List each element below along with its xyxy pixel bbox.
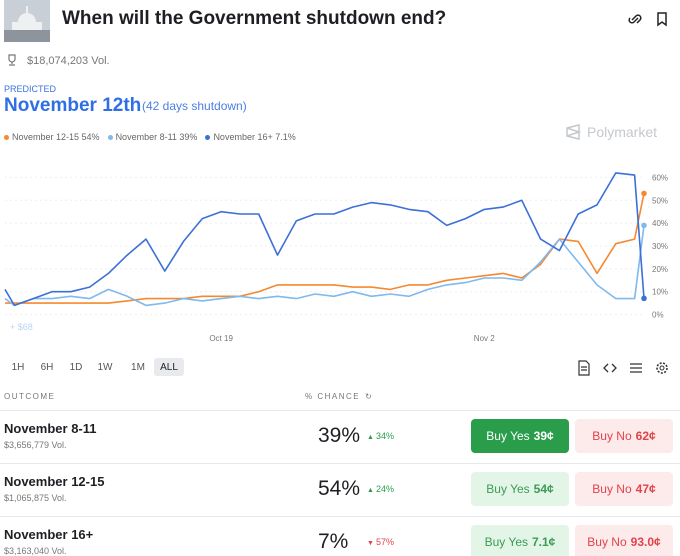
y-tick-label: 40%	[652, 219, 668, 228]
buy-no-button[interactable]: Buy No 47¢	[575, 472, 673, 506]
column-header: % CHANCE ↻	[305, 392, 373, 401]
outcome-volume: $3,656,779 Vol.	[4, 440, 67, 450]
y-tick-label: 20%	[652, 265, 668, 274]
change-value: 24%	[375, 484, 394, 494]
buy-yes-label: Buy Yes	[486, 482, 530, 496]
buy-no-label: Buy No	[592, 482, 632, 496]
change-arrow: ▼	[367, 540, 374, 547]
trophy-icon	[8, 54, 16, 66]
brand-logo	[566, 124, 581, 140]
change: ▲ 34%	[367, 431, 394, 441]
change: ▼ 57%	[367, 537, 394, 547]
range-button[interactable]: 1D	[69, 361, 83, 373]
market-title: When will the Government shutdown end?	[62, 8, 447, 29]
row-divider	[0, 410, 680, 411]
chance: 54%	[318, 477, 361, 500]
buy-no-price: 62¢	[635, 429, 656, 443]
market-image	[4, 0, 50, 42]
outcome-volume: $3,163,040 Vol.	[4, 546, 67, 556]
y-tick-label: 50%	[652, 196, 668, 205]
series-line	[4, 225, 645, 307]
y-tick-label: 10%	[652, 288, 668, 297]
legend-swatch	[205, 134, 211, 140]
predicted-label: PREDICTED	[4, 84, 57, 94]
change-value: 57%	[375, 537, 394, 547]
series-line	[4, 172, 645, 307]
end-dot	[641, 295, 647, 302]
predicted-note: (42 days shutdown)	[142, 99, 247, 113]
change-arrow: ▲	[367, 487, 374, 494]
range-button[interactable]: 1W	[97, 361, 113, 373]
annotation: + $68	[10, 322, 33, 332]
buy-no-label: Buy No	[592, 429, 632, 443]
buy-no-button[interactable]: Buy No 93.0¢	[575, 525, 673, 556]
predicted-value: November 12th	[4, 95, 142, 116]
buy-yes-price: 7.1¢	[532, 535, 556, 549]
brand: Polymarket	[565, 124, 657, 140]
legend-item: November 12-15 54%	[4, 132, 100, 142]
y-tick-label: 60%	[652, 173, 668, 182]
chance: 39%	[318, 424, 361, 447]
legend-label: November 8-11 39%	[115, 132, 198, 142]
buy-no-label: Buy No	[587, 535, 627, 549]
buy-yes-label: Buy Yes	[484, 535, 528, 549]
outcome-volume: $1,065,875 Vol.	[4, 493, 67, 503]
change-arrow: ▲	[367, 434, 374, 441]
chance: 7%	[318, 530, 349, 553]
series-line	[5, 193, 645, 304]
legend-item: November 8-11 39%	[107, 132, 198, 142]
column-header: OUTCOME	[4, 392, 56, 401]
range-button[interactable]: 6H	[40, 361, 54, 373]
buy-no-button[interactable]: Buy No 62¢	[575, 419, 673, 453]
outcome-name: November 12-15	[4, 474, 105, 489]
row-divider	[0, 516, 680, 517]
x-tick-label: Nov 2	[474, 334, 495, 343]
column-label: % CHANCE	[305, 392, 361, 401]
x-tick-label: Oct 19	[209, 334, 233, 343]
range-button[interactable]: ALL	[154, 358, 184, 376]
brand-name: Polymarket	[587, 124, 658, 140]
buy-yes-button[interactable]: Buy Yes 7.1¢	[471, 525, 569, 556]
legend-swatch	[107, 134, 113, 140]
legend-swatch	[4, 134, 9, 140]
chart-tools[interactable]	[576, 360, 672, 376]
outcome-name: November 16+	[4, 527, 94, 542]
buy-yes-label: Buy Yes	[486, 429, 530, 443]
outcome-name: November 8-11	[4, 421, 97, 436]
legend-label: November 12-15 54%	[12, 132, 100, 142]
buy-yes-price: 54¢	[533, 482, 554, 496]
buy-yes-button[interactable]: Buy Yes 54¢	[471, 472, 569, 506]
legend: November 12-15 54% November 8-11 39% Novem…	[4, 132, 296, 142]
y-tick-label: 0%	[652, 311, 664, 320]
range-button[interactable]: 1H	[11, 361, 25, 373]
change-value: 34%	[375, 431, 394, 441]
change: ▲ 24%	[367, 484, 394, 494]
range-button[interactable]: 1M	[131, 361, 145, 373]
chart: 0% 10% 20% 30% 40% 50% 60% Oct 19 Nov 2 + $68	[4, 172, 668, 343]
volume: $18,074,203 Vol.	[27, 55, 110, 67]
row-divider	[0, 463, 680, 464]
buy-yes-button[interactable]: Buy Yes 39¢	[471, 419, 569, 453]
refresh-icon[interactable]: ↻	[365, 392, 374, 401]
end-dot	[641, 222, 647, 229]
y-tick-label: 30%	[652, 242, 668, 251]
legend-label: November 16+ 7.1%	[213, 132, 296, 142]
buy-no-price: 93.0¢	[630, 535, 661, 549]
header-icons[interactable]	[628, 11, 672, 27]
legend-item: November 16+ 7.1%	[205, 132, 296, 142]
end-dot	[641, 190, 647, 197]
buy-no-price: 47¢	[635, 482, 656, 496]
buy-yes-price: 39¢	[533, 429, 554, 443]
